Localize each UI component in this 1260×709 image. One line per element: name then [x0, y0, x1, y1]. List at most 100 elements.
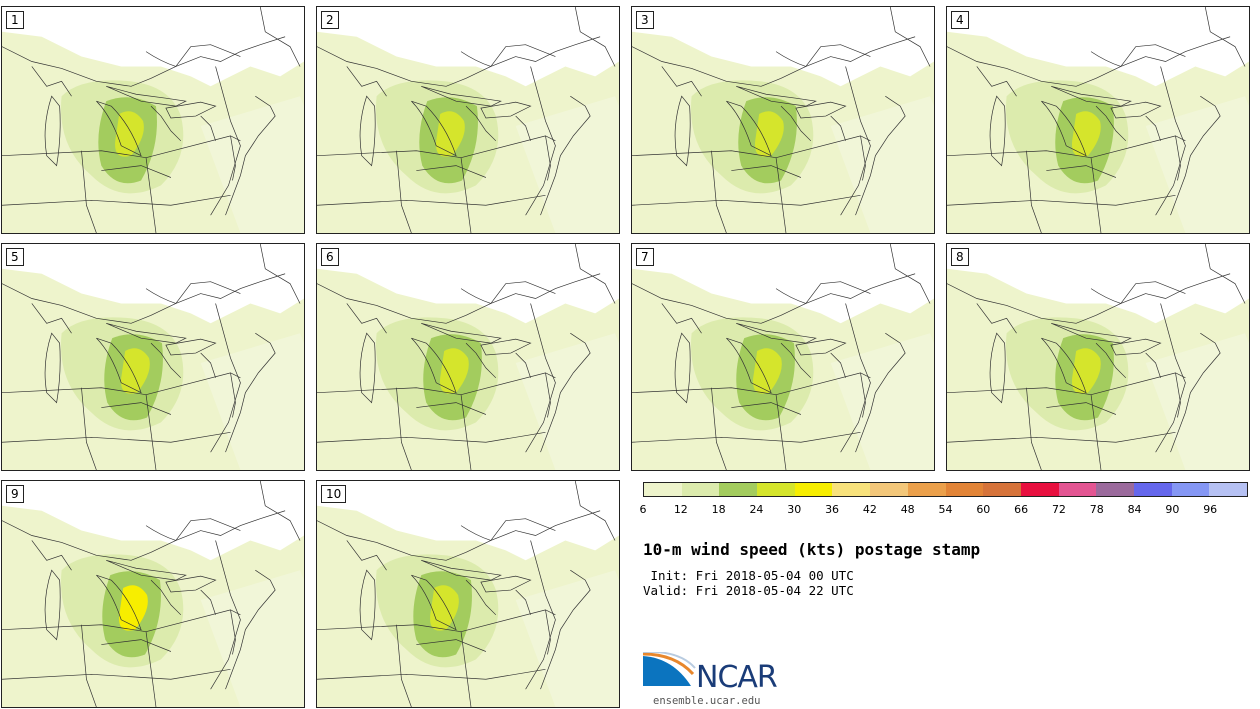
map-boundary-line	[1026, 150, 1042, 233]
wind-speed-map	[2, 7, 304, 233]
map-boundary-line	[574, 481, 616, 541]
map-boundary-line	[225, 332, 276, 453]
colorbar-segment	[1020, 483, 1059, 496]
map-boundary-line	[2, 387, 147, 396]
map-boundary-line	[101, 639, 172, 652]
panel-member-label: 6	[321, 248, 339, 266]
map-boundary-line	[515, 115, 531, 141]
map-boundary-line	[736, 322, 817, 344]
map-boundary-line	[150, 342, 182, 379]
wind-speed-map	[317, 244, 619, 470]
wind-max-region	[1071, 348, 1101, 394]
panel-member-label: 8	[951, 248, 969, 266]
map-boundary-line	[726, 100, 772, 157]
map-boundary-line	[416, 402, 487, 415]
colorbar-segment	[832, 483, 871, 496]
map-boundary-line	[259, 244, 301, 304]
map-boundary-line	[480, 101, 532, 119]
panel-member-label: 7	[636, 248, 654, 266]
map-boundary-line	[525, 66, 556, 216]
ensemble-member-panel: 7	[631, 243, 935, 471]
panel-member-label: 10	[321, 485, 347, 503]
map-boundary-line	[2, 150, 147, 159]
map-boundary-line	[947, 273, 1231, 324]
panel-member-label: 1	[6, 11, 24, 29]
map-boundary-line	[795, 338, 847, 356]
map-boundary-line	[1090, 394, 1102, 470]
map-boundary-line	[317, 36, 601, 87]
wind-max-region	[430, 585, 459, 631]
map-boundary-line	[1026, 387, 1042, 470]
map-boundary-line	[1204, 7, 1246, 67]
map-boundary-line	[460, 394, 472, 470]
map-boundary-line	[44, 95, 61, 167]
map-boundary-line	[545, 135, 551, 181]
colorbar-tick-label: 18	[711, 503, 726, 516]
panel-member-label: 3	[636, 11, 654, 29]
map-boundary-line	[81, 387, 97, 470]
wind-speed-map	[317, 7, 619, 233]
map-boundary-line	[145, 631, 157, 707]
ensemble-member-panel: 8	[946, 243, 1250, 471]
colorbar-tick-label: 78	[1089, 503, 1104, 516]
map-boundary-line	[230, 609, 236, 655]
map-boundary-line	[1090, 372, 1186, 396]
map-boundary-line	[31, 540, 72, 571]
colorbar-tick-label: 72	[1051, 503, 1066, 516]
wind-field-region	[1145, 96, 1249, 233]
map-boundary-line	[1155, 303, 1186, 453]
map-boundary-line	[200, 589, 216, 615]
map-boundary-line	[1110, 338, 1162, 356]
colorbar	[643, 482, 1248, 497]
map-boundary-line	[317, 273, 601, 324]
map-boundary-line	[421, 85, 502, 107]
wind-speed-map	[2, 244, 304, 470]
map-boundary-line	[805, 281, 871, 304]
map-boundary-line	[145, 394, 157, 470]
map-boundary-line	[2, 36, 286, 87]
map-boundary-line	[490, 44, 556, 67]
ensemble-member-panel: 1	[1, 6, 305, 234]
wind-speed-map	[947, 7, 1249, 233]
colorbar-segment	[870, 483, 908, 496]
map-boundary-line	[145, 288, 176, 304]
map-boundary-line	[840, 303, 871, 453]
colorbar-tick-labels: 6 12 18 24 30 36 42 48 54 60 66 72 78 84 90 96	[639, 503, 1248, 517]
colorbar-tick-label: 60	[976, 503, 991, 516]
map-boundary-line	[165, 338, 217, 356]
map-boundary-line	[317, 668, 546, 680]
map-boundary-line	[540, 569, 591, 690]
map-boundary-line	[947, 36, 1231, 87]
ensemble-member-panel: 5	[1, 243, 305, 471]
map-boundary-line	[460, 609, 556, 633]
colorbar-tick-label: 6	[639, 503, 647, 516]
colorbar-tick-label: 42	[862, 503, 877, 516]
map-boundary-line	[145, 157, 157, 233]
map-boundary-line	[780, 342, 812, 379]
colorbar-segment	[1209, 483, 1247, 496]
colorbar-tick-label: 90	[1165, 503, 1180, 516]
map-boundary-line	[200, 352, 216, 378]
map-boundary-line	[1090, 288, 1121, 304]
map-boundary-line	[2, 431, 231, 443]
map-boundary-line	[2, 624, 147, 633]
map-boundary-line	[225, 569, 276, 690]
map-boundary-line	[1090, 135, 1186, 159]
map-boundary-line	[830, 115, 846, 141]
wind-field-region	[200, 570, 304, 707]
map-boundary-line	[889, 7, 931, 67]
map-boundary-line	[225, 95, 276, 216]
map-boundary-line	[210, 303, 241, 453]
map-boundary-line	[145, 51, 176, 67]
wind-speed-map	[947, 244, 1249, 470]
colorbar-tick-label: 66	[1014, 503, 1029, 516]
map-boundary-line	[44, 569, 61, 641]
map-boundary-line	[632, 150, 777, 159]
map-boundary-line	[525, 540, 556, 690]
map-boundary-line	[736, 85, 817, 107]
map-boundary-line	[346, 303, 387, 334]
map-boundary-line	[1175, 372, 1181, 418]
map-boundary-line	[396, 624, 412, 707]
map-boundary-line	[317, 150, 462, 159]
map-boundary-line	[31, 66, 72, 97]
